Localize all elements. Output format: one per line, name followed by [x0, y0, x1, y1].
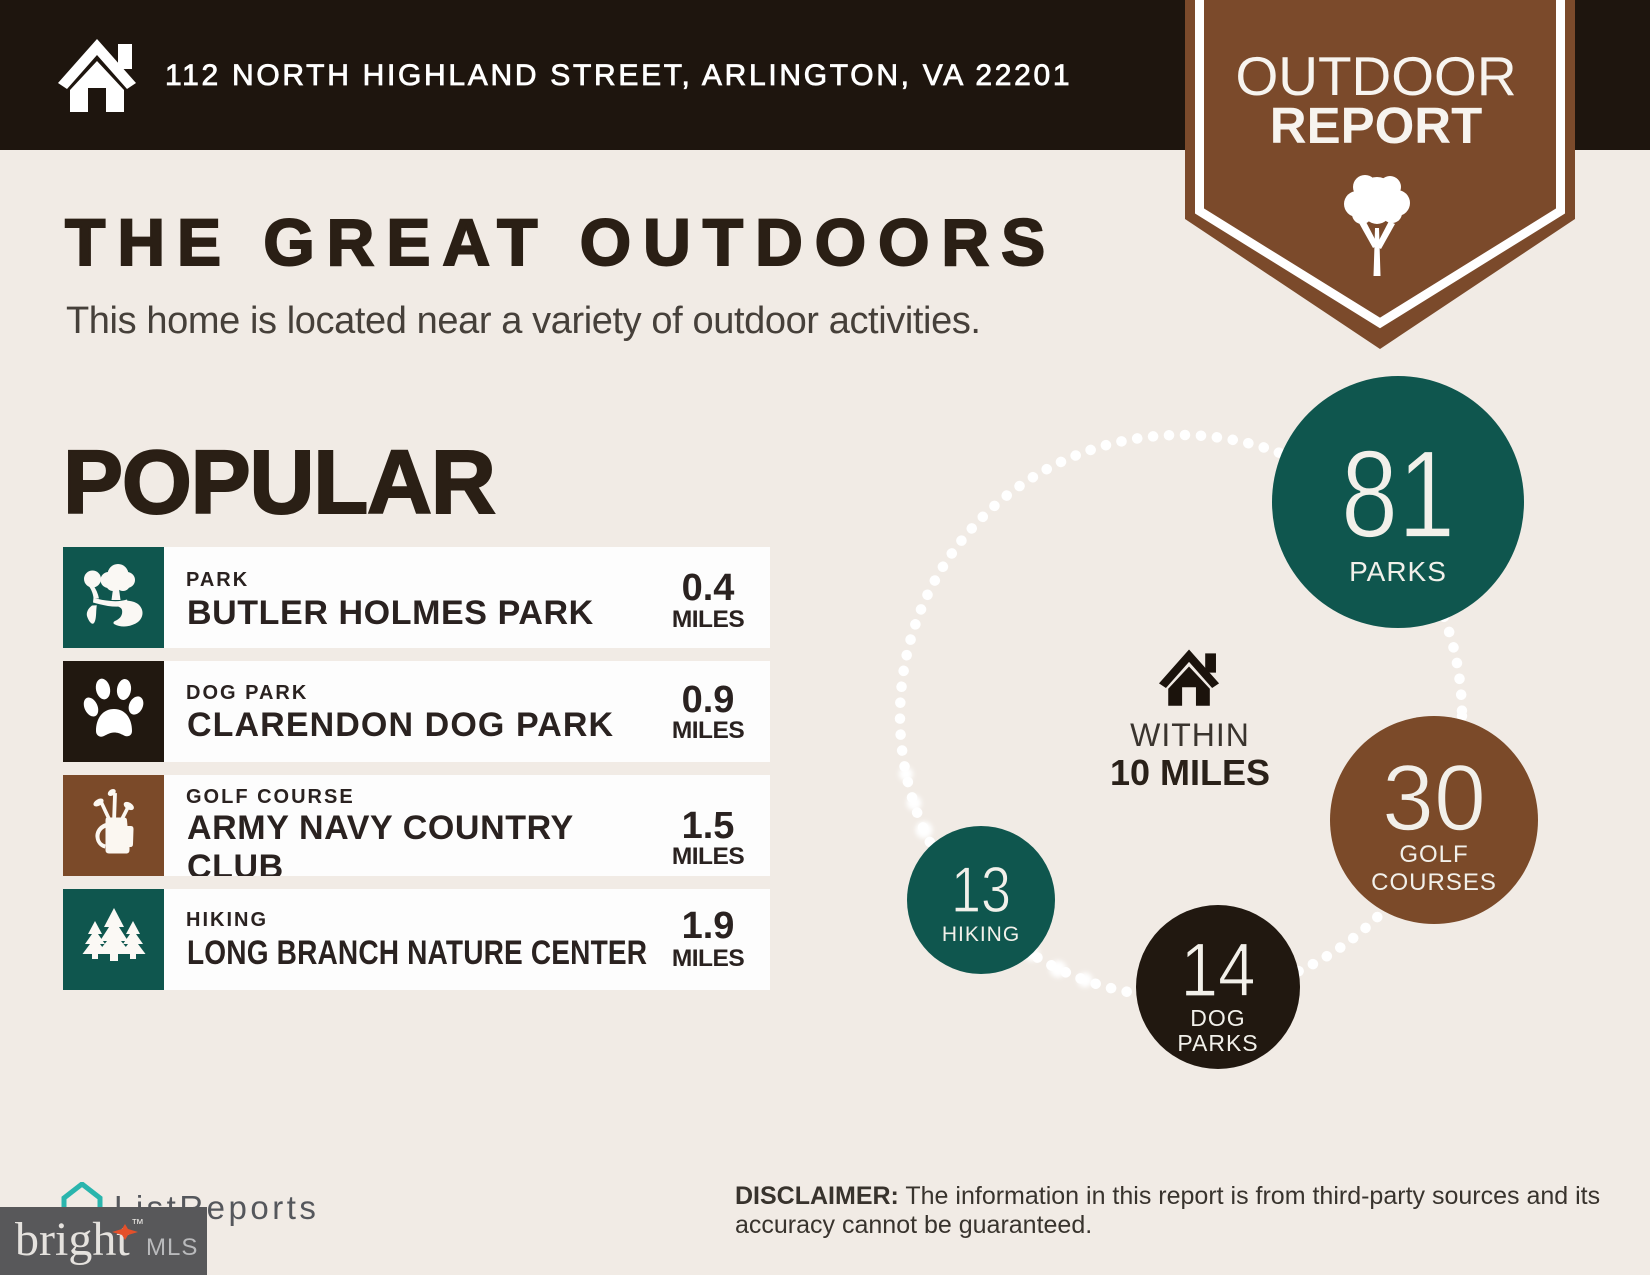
svg-text:13: 13: [951, 853, 1011, 926]
svg-text:10 MILES: 10 MILES: [1110, 752, 1270, 793]
svg-text:REPORT: REPORT: [1270, 97, 1483, 154]
svg-text:GOLF: GOLF: [1399, 841, 1468, 868]
svg-text:WITHIN: WITHIN: [1130, 717, 1250, 753]
svg-text:OUTDOOR: OUTDOOR: [1235, 45, 1516, 107]
svg-text:14: 14: [1181, 928, 1256, 1013]
svg-text:DOG: DOG: [1190, 1005, 1245, 1031]
svg-text:30: 30: [1382, 745, 1486, 850]
svg-text:PARKS: PARKS: [1177, 1030, 1258, 1056]
svg-text:PARKS: PARKS: [1349, 556, 1447, 587]
svg-text:HIKING: HIKING: [942, 923, 1020, 946]
svg-text:COURSES: COURSES: [1371, 869, 1497, 896]
svg-text:81: 81: [1341, 426, 1455, 564]
